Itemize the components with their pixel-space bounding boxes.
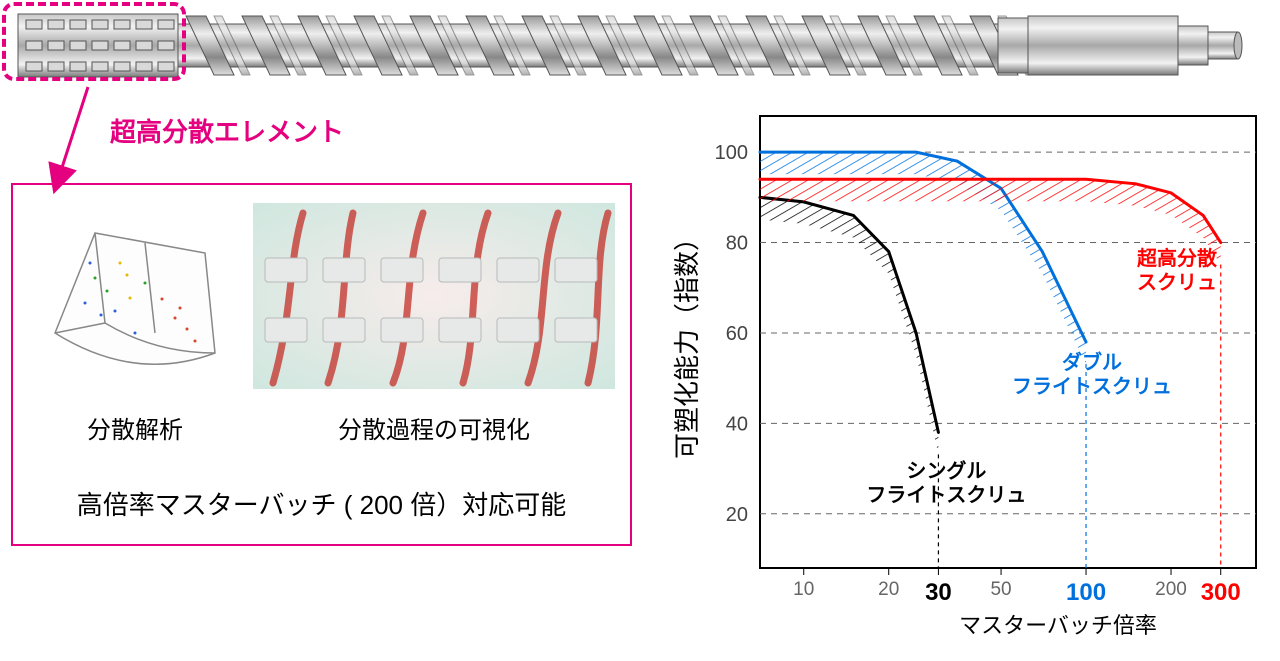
svg-text:80: 80 <box>726 233 748 255</box>
svg-text:100: 100 <box>715 142 748 164</box>
svg-text:スクリュ: スクリュ <box>1137 271 1217 294</box>
dispersion-visualization-caption: 分散過程の可視化 <box>253 410 615 445</box>
svg-text:40: 40 <box>726 413 748 435</box>
svg-text:50: 50 <box>990 579 1011 600</box>
svg-text:ダブル: ダブル <box>1062 350 1122 374</box>
dispersion-analysis-image <box>35 203 235 389</box>
svg-text:100: 100 <box>1066 579 1106 606</box>
svg-text:超高分散: 超高分散 <box>1136 246 1218 270</box>
svg-text:フライトスクリュ: フライトスクリュ <box>1012 375 1172 398</box>
dispersion-analysis-caption: 分散解析 <box>35 410 235 445</box>
callout-label: 超高分散エレメント <box>110 112 344 149</box>
svg-text:30: 30 <box>925 579 952 606</box>
svg-text:200: 200 <box>1155 579 1187 600</box>
svg-text:300: 300 <box>1201 579 1241 606</box>
screw-illustration <box>8 8 1252 83</box>
mixing-element-highlight <box>2 2 186 81</box>
svg-text:60: 60 <box>726 323 748 345</box>
svg-text:20: 20 <box>726 504 748 526</box>
svg-text:シングル: シングル <box>906 459 986 483</box>
svg-text:20: 20 <box>878 579 899 600</box>
callout-arrow <box>40 82 110 197</box>
svg-text:フライトスクリュ: フライトスクリュ <box>866 484 1026 507</box>
info-panel: 分散解析 <box>11 183 632 546</box>
panel-bottom-caption: 高倍率マスターバッチ ( 200 倍）対応可能 <box>13 485 630 522</box>
dispersion-visualization-image <box>253 203 615 389</box>
performance-chart: 20 40 60 80 100 10 20 30 50 100 200 300 可塑化能力（指数） マスタ… <box>660 108 1272 656</box>
svg-text:マスターバッチ倍率: マスターバッチ倍率 <box>959 613 1157 638</box>
svg-text:可塑化能力（指数）: 可塑化能力（指数） <box>672 225 702 459</box>
svg-text:10: 10 <box>793 579 814 600</box>
